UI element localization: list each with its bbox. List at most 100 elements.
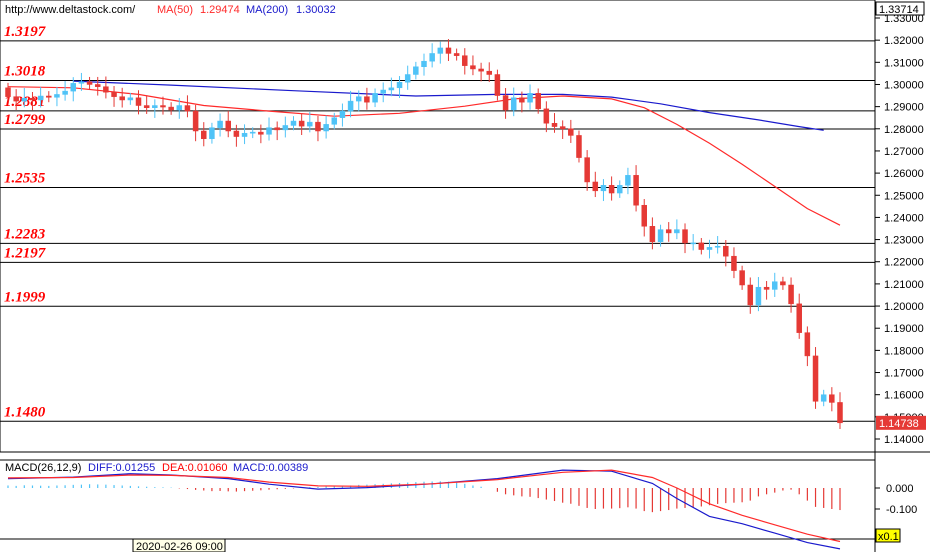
- price-tick-label: 1.31000: [884, 57, 924, 69]
- candle-body: [315, 121, 321, 132]
- level-label: 1.1480: [4, 404, 46, 420]
- candle-body: [70, 83, 77, 92]
- price-tick-label: 1.27000: [884, 146, 924, 158]
- candle-body: [559, 126, 566, 130]
- level-label: 1.1999: [4, 289, 46, 305]
- watermark-url[interactable]: http://www.deltastock.com/: [5, 4, 136, 16]
- candle-body: [119, 96, 125, 101]
- candle-body: [307, 121, 313, 127]
- price-axis: 1.33000 1.32000 1.31000 1.30000 1.29000 1.280…: [875, 13, 926, 446]
- candle-body: [372, 93, 378, 103]
- candle-body: [747, 284, 754, 306]
- price-tick-label: 1.32000: [884, 35, 924, 47]
- candle-body: [176, 105, 183, 111]
- candle-body: [282, 125, 289, 131]
- candle-body: [592, 181, 599, 192]
- candle-body: [543, 108, 550, 124]
- price-tick-label: 1.33000: [884, 13, 924, 25]
- candle-body: [127, 97, 134, 101]
- candle-body: [829, 394, 835, 403]
- macd-scale-label: x0.1: [878, 531, 899, 543]
- price-tick-label: 1.14000: [884, 434, 924, 446]
- candle-body: [152, 105, 158, 108]
- price-tick-label: 1.28000: [884, 124, 924, 136]
- candle-body: [568, 128, 574, 136]
- candle-body: [355, 96, 362, 102]
- current-price-box: [876, 415, 926, 430]
- candle-body: [763, 286, 770, 290]
- level-label: 1.2799: [4, 112, 46, 128]
- price-tick-label: 1.21000: [884, 279, 924, 291]
- candle-body: [135, 97, 142, 106]
- candle-body: [217, 120, 223, 128]
- candle-body: [21, 97, 28, 102]
- candle-body: [665, 229, 672, 234]
- candle-body: [470, 65, 476, 70]
- candle-body: [820, 394, 827, 402]
- candle-body: [364, 96, 370, 103]
- candle-body: [78, 81, 85, 84]
- price-tick-label: 1.20000: [884, 301, 924, 313]
- candlesticks: [5, 39, 843, 430]
- candle-body: [657, 229, 664, 243]
- candle-body: [111, 91, 117, 97]
- price-tick-label: 1.17000: [884, 368, 924, 380]
- candle-body: [723, 245, 729, 257]
- candle-body: [576, 135, 582, 158]
- candle-body: [608, 185, 615, 194]
- candle-body: [241, 132, 248, 137]
- ma50-value: 1.29474: [200, 4, 240, 16]
- candle-body: [633, 175, 639, 206]
- candle-body: [788, 284, 794, 305]
- candle-body: [160, 105, 166, 108]
- candle-body: [429, 53, 435, 62]
- candle-body: [103, 86, 109, 93]
- level-label: 1.3197: [4, 24, 46, 40]
- current-price-label: 1.14738: [879, 418, 919, 430]
- ma200-line: [73, 80, 824, 131]
- macd-tick-label: 0.000: [886, 483, 914, 495]
- candle-body: [453, 53, 460, 56]
- candle-body: [682, 229, 688, 244]
- candle-body: [184, 105, 191, 112]
- candle-body: [54, 94, 60, 98]
- candle-body: [143, 105, 150, 108]
- candle-body: [46, 95, 52, 98]
- candle-body: [462, 55, 468, 66]
- price-tick-label: 1.19000: [884, 323, 924, 335]
- candle-body: [168, 106, 174, 111]
- candle-body: [233, 130, 240, 137]
- candle-body: [649, 226, 656, 243]
- price-tick-label: 1.23000: [884, 235, 924, 247]
- candle-body: [404, 74, 411, 83]
- candle-body: [266, 127, 272, 135]
- candle-body: [298, 120, 305, 127]
- date-tooltip: 2020-02-26 09:00: [136, 541, 223, 552]
- candle-body: [510, 97, 517, 111]
- candle-body: [698, 242, 705, 250]
- level-label: 1.2535: [4, 171, 46, 187]
- candle-body: [290, 120, 297, 126]
- candle-body: [225, 120, 231, 132]
- candle-body: [380, 89, 386, 94]
- macd-scale-box: [875, 528, 901, 543]
- price-tick-label: 1.22000: [884, 257, 924, 269]
- candle-body: [413, 66, 419, 75]
- candle-body: [714, 245, 721, 248]
- candle-body: [37, 95, 44, 101]
- candle-body: [396, 82, 403, 89]
- candle-body: [486, 70, 493, 75]
- candle-body: [796, 303, 802, 333]
- candle-body: [94, 84, 101, 87]
- price-tick-label: 1.29000: [884, 102, 924, 114]
- price-tick-label: 1.16000: [884, 390, 924, 402]
- candle-body: [812, 355, 819, 402]
- candle-body: [331, 117, 338, 125]
- candle-body: [249, 131, 256, 134]
- candle-body: [86, 81, 93, 85]
- candle-body: [478, 68, 484, 72]
- support-resistance-levels: 1.31971.30181.28811.27991.25351.22831.21…: [0, 24, 875, 422]
- ma200-label: MA(200): [246, 4, 288, 16]
- candle-body: [731, 255, 737, 271]
- macd-title: MACD(26,12,9): [5, 462, 81, 474]
